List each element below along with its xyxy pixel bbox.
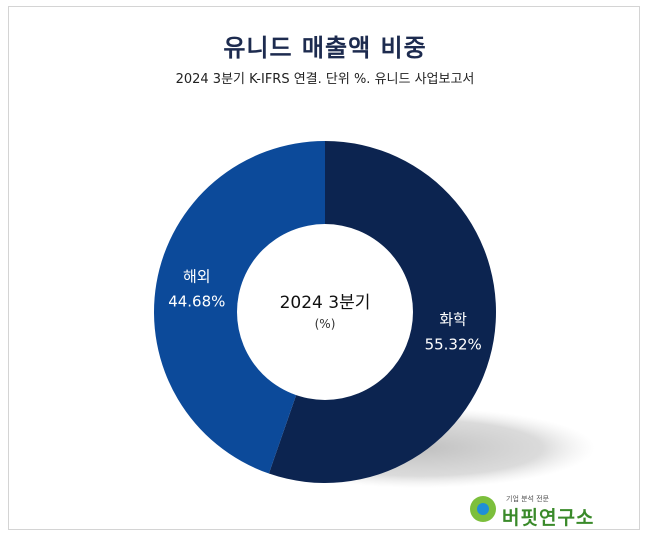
- slice-value-label: 55.32%: [425, 336, 482, 354]
- donut-hole: [237, 224, 413, 400]
- chart-title: 유니드 매출액 비중: [223, 34, 427, 62]
- center-unit: (%): [315, 317, 336, 331]
- brand-circle-icon: [470, 496, 496, 522]
- brand-tagline: 기업 분석 전문: [506, 495, 550, 503]
- center-label: 2024 3분기: [280, 293, 371, 313]
- slice-value-label: 44.68%: [168, 292, 225, 310]
- chart-subtitle: 2024 3분기 K-IFRS 연결. 단위 %. 유니드 사업보고서: [175, 72, 475, 87]
- slice-category-label: 화학: [439, 311, 467, 329]
- brand-name: 버핏연구소: [502, 507, 595, 529]
- brand-logo: 기업 분석 전문 버핏연구소: [470, 494, 620, 529]
- slice-category-label: 해외: [183, 267, 211, 285]
